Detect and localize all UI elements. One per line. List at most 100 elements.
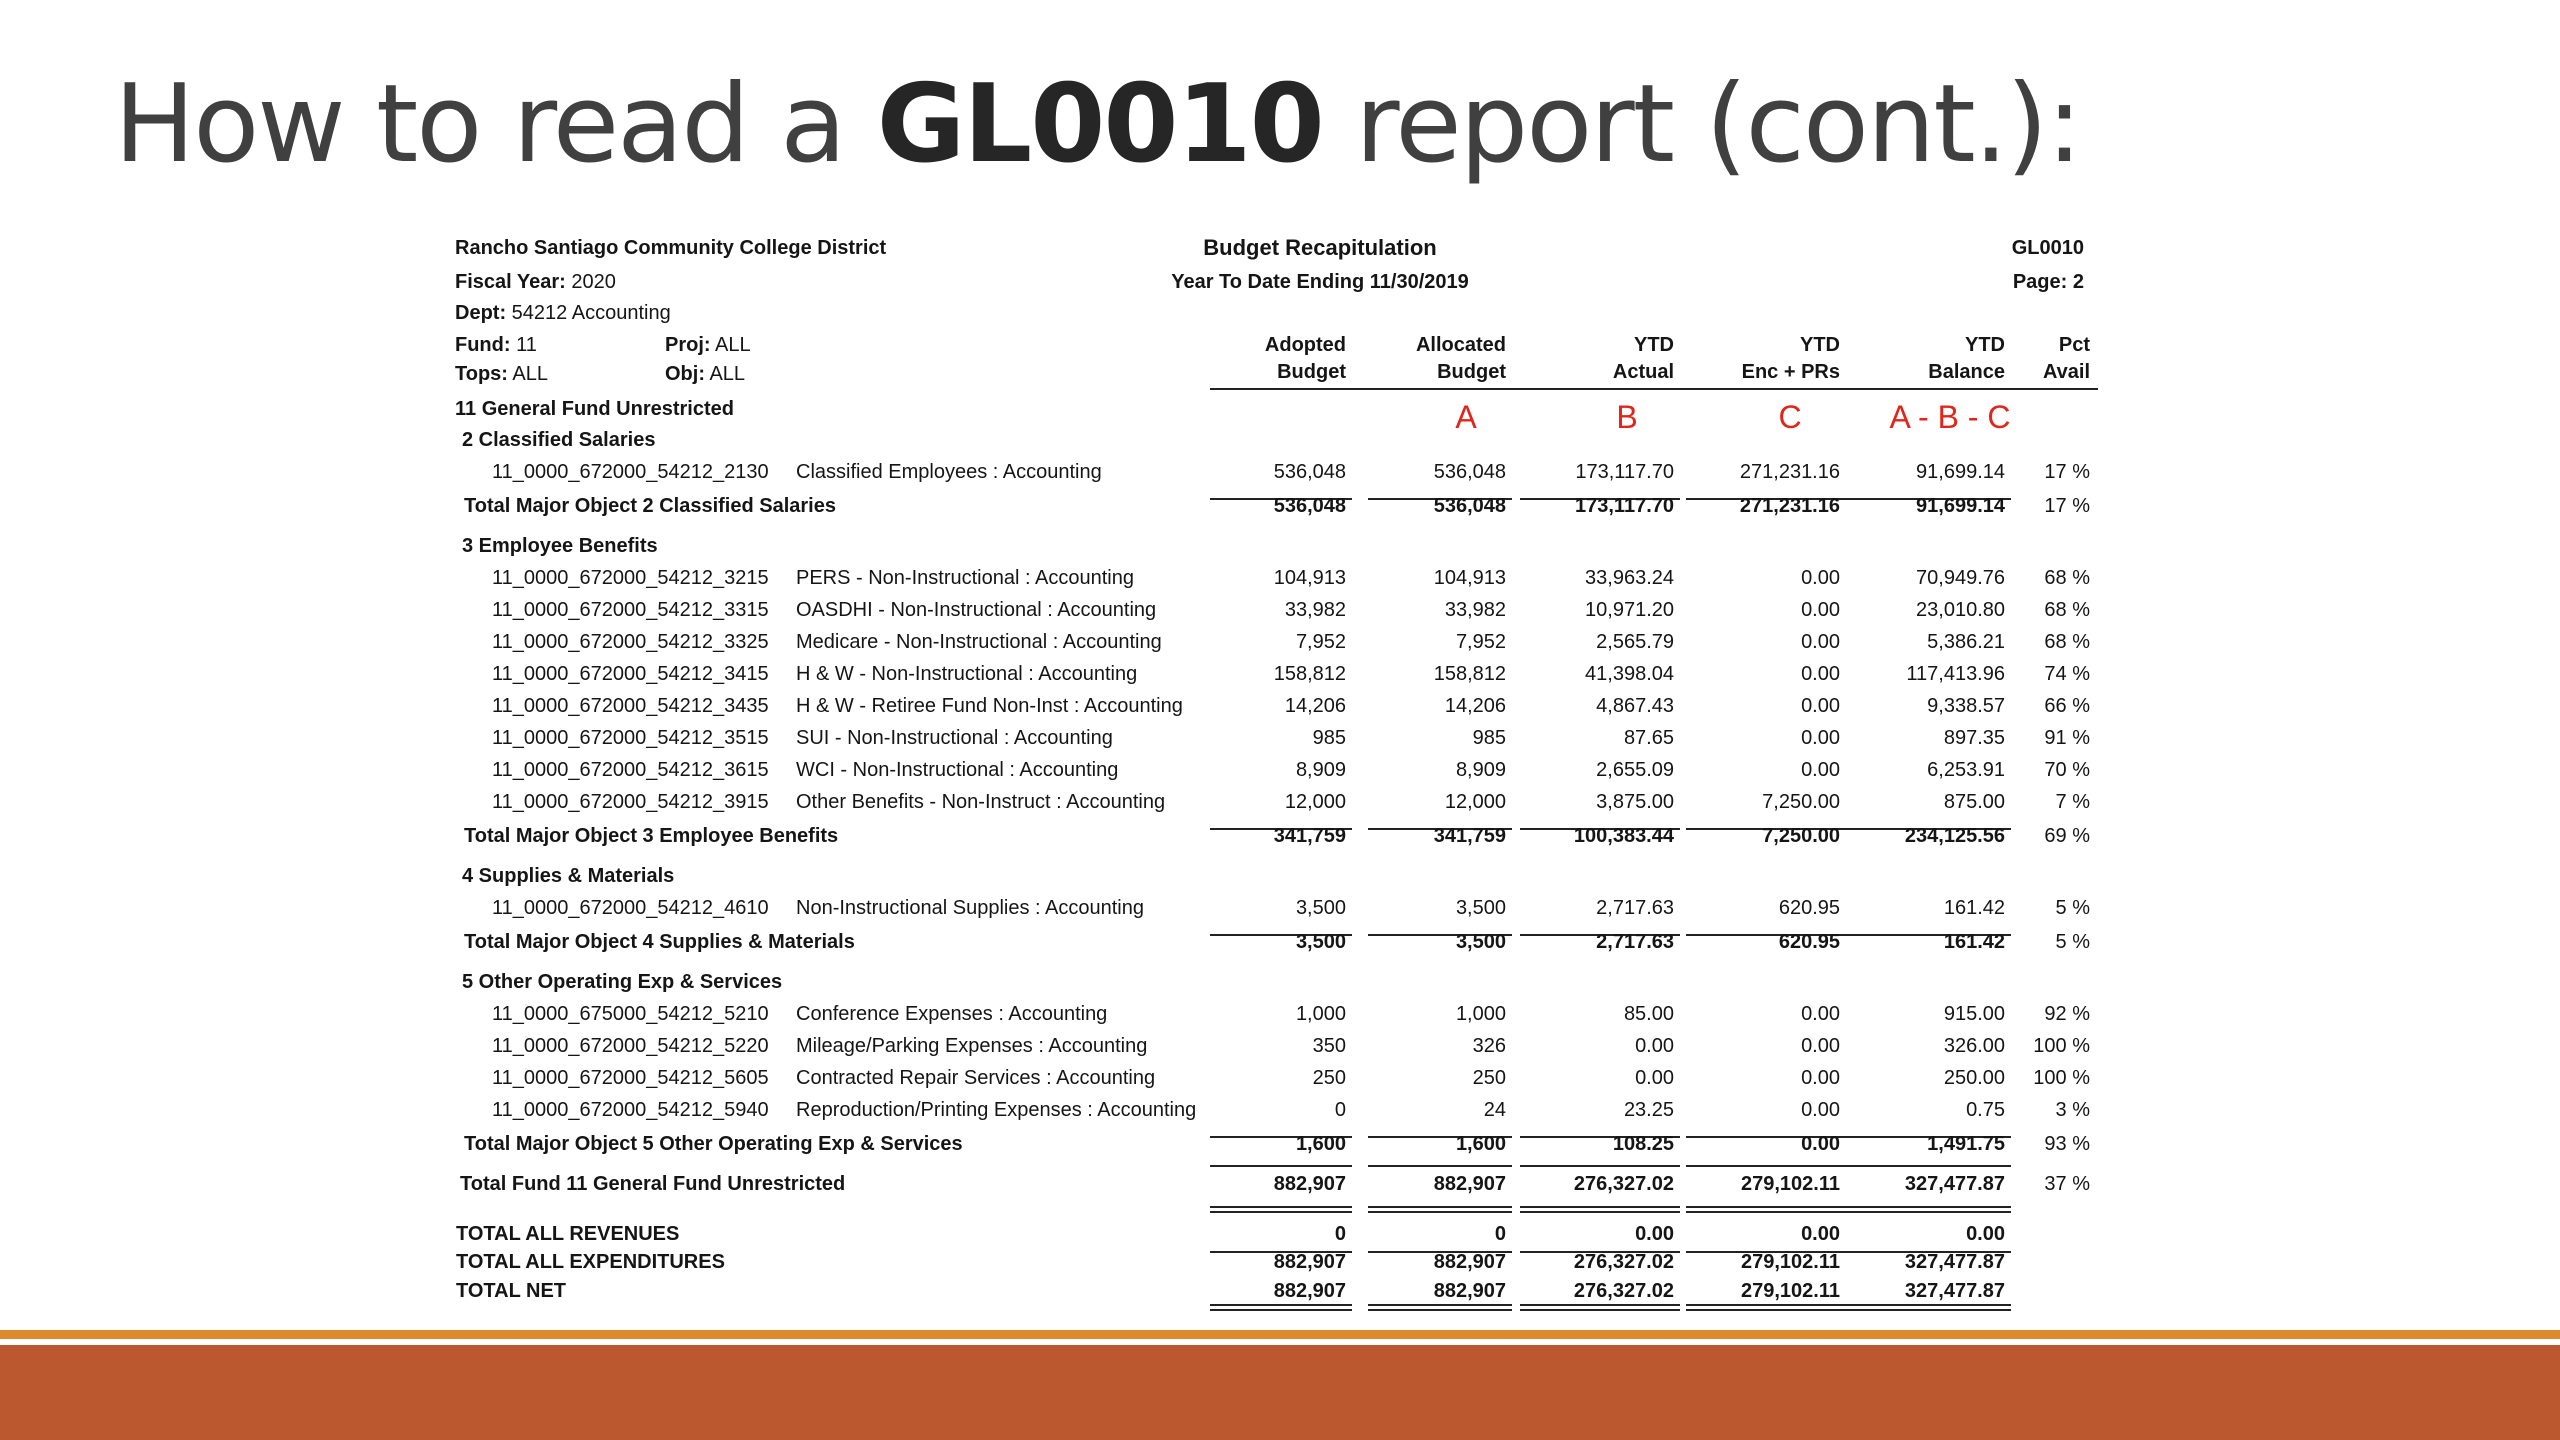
grand-total-cell: 0.00 xyxy=(1635,1223,1674,1245)
annotation-label: A xyxy=(1455,399,1477,435)
line-item-cell: 68 % xyxy=(2044,567,2090,589)
subtotal-rule xyxy=(1686,828,1846,830)
subtotal-rule xyxy=(1846,934,2011,936)
account-number: 11_0000_672000_54212_5605 xyxy=(492,1067,769,1089)
grand-total-cell: 882,907 xyxy=(1273,1251,1346,1273)
line-item-cell: 1,000 xyxy=(1455,1003,1506,1025)
grand-total-cell: 0 xyxy=(1334,1223,1346,1245)
section-total-cell: 1,600 xyxy=(1455,1133,1506,1155)
line-item-cell: 85.00 xyxy=(1623,1003,1674,1025)
line-item-cell: 12,000 xyxy=(1444,791,1506,813)
section-total-cell: 100,383.44 xyxy=(1573,825,1674,847)
line-item-cell: 92 % xyxy=(2044,1003,2090,1025)
account-number: 11_0000_672000_54212_3315 xyxy=(492,599,769,621)
line-item-cell: 74 % xyxy=(2044,663,2090,685)
line-item-cell: 915.00 xyxy=(1943,1003,2005,1025)
account-description: Non-Instructional Supplies : Accounting xyxy=(796,897,1144,919)
section-heading: 5 Other Operating Exp & Services xyxy=(462,971,783,993)
account-description: Medicare - Non-Instructional : Accountin… xyxy=(796,631,1162,653)
account-number: 11_0000_672000_54212_2130 xyxy=(492,461,769,483)
fiscal-year: Fiscal Year: 2020 xyxy=(455,271,616,293)
section-heading: 4 Supplies & Materials xyxy=(462,865,675,887)
title-code: GL0010 xyxy=(876,62,1325,187)
line-item-cell: 23,010.80 xyxy=(1916,599,2005,621)
account-number: 11_0000_672000_54212_3515 xyxy=(492,727,769,749)
grand-total-rule xyxy=(1686,1251,1846,1253)
column-header-bottom: Enc + PRs xyxy=(1741,361,1840,383)
dept: Dept: 54212 Accounting xyxy=(455,302,671,324)
section-total-cell: 69 % xyxy=(2044,825,2090,847)
line-item-cell: 17 % xyxy=(2044,461,2090,483)
column-header-top: Allocated xyxy=(1415,334,1506,356)
line-item-cell: 3,500 xyxy=(1295,897,1346,919)
subtotal-rule xyxy=(1520,498,1680,500)
section-total-cell: 536,048 xyxy=(1273,495,1346,517)
account-number: 11_0000_672000_54212_3915 xyxy=(492,791,769,813)
district-name: Rancho Santiago Community College Distri… xyxy=(455,237,887,259)
section-total-cell: 3,500 xyxy=(1455,931,1506,953)
proj-filter: Proj: ALL xyxy=(665,334,751,356)
line-item-cell: 24 xyxy=(1483,1099,1506,1121)
section-total-cell: 1,491.75 xyxy=(1927,1133,2005,1155)
section-total-cell: 108.25 xyxy=(1612,1133,1674,1155)
line-item-cell: 326 xyxy=(1472,1035,1506,1057)
obj-filter: Obj: ALL xyxy=(665,363,746,385)
subtotal-rule xyxy=(1520,828,1680,830)
subtotal-rule xyxy=(1686,1136,1846,1138)
subtotal-rule xyxy=(1368,934,1512,936)
line-item-cell: 7 % xyxy=(2055,791,2090,813)
column-header-bottom: Balance xyxy=(1928,361,2005,383)
line-item-cell: 7,952 xyxy=(1455,631,1506,653)
fund-total-rule xyxy=(1846,1165,2011,1167)
fund-total-rule xyxy=(1210,1165,1352,1167)
section-heading: 2 Classified Salaries xyxy=(462,429,656,451)
account-description: H & W - Non-Instructional : Accounting xyxy=(796,663,1138,685)
line-item-cell: 100 % xyxy=(2033,1067,2090,1089)
line-item-cell: 12,000 xyxy=(1284,791,1346,813)
line-item-cell: 3 % xyxy=(2055,1099,2090,1121)
report-code: GL0010 xyxy=(2011,237,2084,259)
fund-total-cell: 279,102.11 xyxy=(1741,1173,1840,1195)
line-item-cell: 0.00 xyxy=(1801,759,1840,781)
column-header-bottom: Budget xyxy=(1277,361,1346,383)
subtotal-rule xyxy=(1686,498,1846,500)
account-number: 11_0000_672000_54212_3215 xyxy=(492,567,769,589)
fund-total-cell: 327,477.87 xyxy=(1904,1173,2005,1195)
section-total-cell: 3,500 xyxy=(1295,931,1346,953)
section-total-cell: 2,717.63 xyxy=(1596,931,1674,953)
line-item-cell: 161.42 xyxy=(1943,897,2005,919)
line-item-cell: 8,909 xyxy=(1295,759,1346,781)
subtotal-rule xyxy=(1686,934,1846,936)
line-item-cell: 0.00 xyxy=(1801,567,1840,589)
line-item-cell: 33,982 xyxy=(1284,599,1346,621)
account-description: Reproduction/Printing Expenses : Account… xyxy=(796,1099,1197,1121)
subtotal-rule xyxy=(1368,1136,1512,1138)
fund-total-cell: 882,907 xyxy=(1273,1173,1346,1195)
line-item-cell: 250 xyxy=(1312,1067,1346,1089)
footer-bar xyxy=(0,1345,2560,1440)
account-number: 11_0000_672000_54212_5220 xyxy=(492,1035,769,1057)
line-item-cell: 41,398.04 xyxy=(1585,663,1674,685)
line-item-cell: 104,913 xyxy=(1433,567,1506,589)
grand-total-label: TOTAL NET xyxy=(456,1280,566,1302)
subtotal-rule xyxy=(1846,1136,2011,1138)
line-item-cell: 14,206 xyxy=(1284,695,1346,717)
slide-title: How to read a GL0010 report (cont.): xyxy=(114,50,2083,200)
section-total-cell: 620.95 xyxy=(1778,931,1840,953)
fund-total-double-rule xyxy=(1520,1206,1680,1213)
section-total-cell: 173,117.70 xyxy=(1575,495,1674,517)
line-item-cell: 985 xyxy=(1312,727,1346,749)
subtotal-rule xyxy=(1368,498,1512,500)
grand-total-label: TOTAL ALL EXPENDITURES xyxy=(456,1251,725,1273)
line-item-cell: 2,655.09 xyxy=(1596,759,1674,781)
grand-total-cell: 0.00 xyxy=(1966,1223,2005,1245)
line-item-cell: 897.35 xyxy=(1943,727,2005,749)
line-item-cell: 6,253.91 xyxy=(1927,759,2005,781)
section-total-cell: 5 % xyxy=(2055,931,2090,953)
line-item-cell: 7,952 xyxy=(1295,631,1346,653)
account-number: 11_0000_675000_54212_5210 xyxy=(492,1003,769,1025)
section-total-label: Total Major Object 5 Other Operating Exp… xyxy=(464,1133,963,1155)
line-item-cell: 33,963.24 xyxy=(1585,567,1674,589)
account-description: WCI - Non-Instructional : Accounting xyxy=(796,759,1119,781)
line-item-cell: 91,699.14 xyxy=(1916,461,2005,483)
